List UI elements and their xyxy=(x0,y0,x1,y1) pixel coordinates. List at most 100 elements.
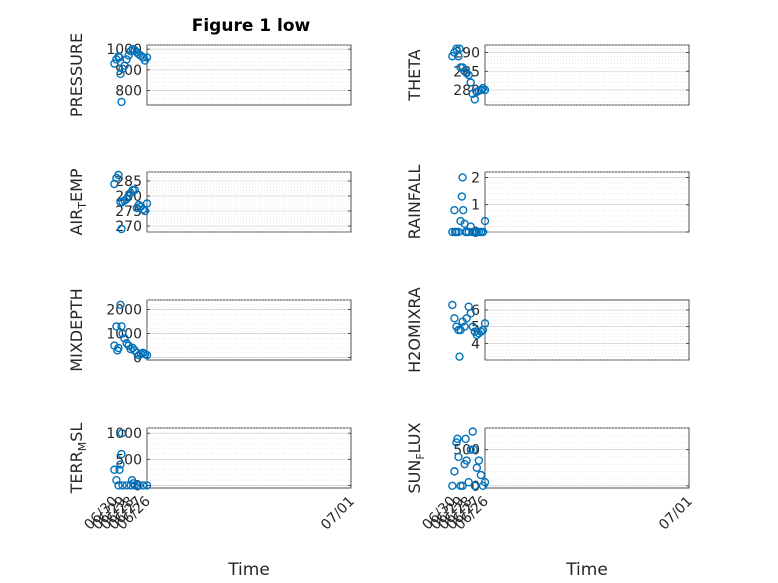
data-point xyxy=(468,89,477,98)
data-point xyxy=(460,459,469,469)
y-axis-label: PRESSURE xyxy=(67,33,86,117)
data-point xyxy=(126,481,135,490)
data-point xyxy=(474,456,484,465)
data-point xyxy=(452,438,461,447)
y-axis-label: H2OMIXRA xyxy=(405,287,424,373)
data-point xyxy=(116,69,125,79)
data-point xyxy=(122,339,131,348)
x-tick-label: 07/01 xyxy=(318,494,358,534)
data-point xyxy=(456,216,465,226)
y-tick-label: 800 xyxy=(115,84,142,100)
data-point xyxy=(448,300,457,310)
data-point xyxy=(452,322,461,331)
data-point xyxy=(448,481,457,491)
y-axis-label: THETA xyxy=(405,49,424,101)
data-point xyxy=(130,346,139,355)
data-point xyxy=(110,59,119,68)
y-tick-label: 1 xyxy=(471,198,480,214)
y-tick-label: 4 xyxy=(471,336,480,352)
data-point xyxy=(128,44,137,54)
data-point xyxy=(468,322,477,331)
y-axis-label: RAINFALL xyxy=(405,165,424,240)
y-tick-label: 0 xyxy=(471,479,480,495)
data-point xyxy=(117,224,126,234)
data-point xyxy=(472,463,482,472)
data-point xyxy=(117,429,127,438)
data-point xyxy=(455,352,464,361)
data-point xyxy=(450,205,459,215)
y-axis-label: AIRTEMP xyxy=(67,168,89,235)
data-point xyxy=(468,427,477,436)
y-tick-label: 2000 xyxy=(106,303,142,319)
axes-box xyxy=(484,427,690,489)
data-point xyxy=(459,205,468,215)
data-point xyxy=(112,55,121,64)
data-point xyxy=(115,465,124,474)
data-point xyxy=(132,203,142,213)
data-point xyxy=(110,179,119,189)
data-point xyxy=(474,329,484,338)
axes-box xyxy=(146,427,352,489)
data-point xyxy=(450,227,460,237)
data-point xyxy=(448,52,457,61)
y-tick-label: 500 xyxy=(115,452,142,468)
data-point xyxy=(476,470,486,480)
y-axis-label: SUNFLUX xyxy=(405,422,427,493)
y-tick-label: 500 xyxy=(453,443,480,459)
data-point xyxy=(114,481,123,490)
data-point xyxy=(470,327,479,336)
data-point xyxy=(112,322,121,331)
x-axis-label: Time xyxy=(227,560,270,580)
data-point xyxy=(116,460,125,469)
data-point xyxy=(464,478,473,487)
data-point xyxy=(110,341,119,350)
data-point xyxy=(117,97,126,107)
figure-title: Figure 1 low xyxy=(192,16,311,36)
data-point xyxy=(140,206,150,216)
data-point xyxy=(116,197,125,207)
data-point xyxy=(120,334,129,343)
data-point xyxy=(142,481,152,490)
data-point xyxy=(127,475,137,485)
y-tick-label: 1000 xyxy=(106,426,142,442)
data-point xyxy=(126,47,135,56)
data-point xyxy=(120,196,129,205)
data-point xyxy=(478,481,488,491)
data-point xyxy=(462,68,471,78)
x-tick-label: 07/01 xyxy=(656,494,696,534)
y-tick-label: 900 xyxy=(115,63,142,79)
data-point xyxy=(118,481,127,490)
data-point xyxy=(480,216,490,226)
y-tick-label: 6 xyxy=(471,303,480,319)
data-point xyxy=(470,95,479,104)
data-point xyxy=(464,302,473,311)
data-point xyxy=(117,449,126,459)
y-axis-label: MIXDEPTH xyxy=(67,288,86,371)
data-point xyxy=(466,78,475,87)
y-tick-label: 2 xyxy=(471,170,480,186)
data-point xyxy=(124,51,133,60)
data-point xyxy=(134,351,144,360)
axes-box xyxy=(146,44,352,106)
data-point xyxy=(450,314,459,323)
x-axis-label: Time xyxy=(565,560,608,580)
y-axis-label: TERRMSL xyxy=(67,423,89,495)
data-point xyxy=(466,445,475,454)
data-point xyxy=(122,481,131,490)
data-point xyxy=(138,481,148,490)
data-point xyxy=(136,202,146,211)
data-point xyxy=(458,173,467,182)
data-point xyxy=(448,227,457,237)
data-point xyxy=(469,445,478,454)
y-tick-label: 275 xyxy=(115,204,142,220)
y-tick-label: 270 xyxy=(115,219,142,235)
data-point xyxy=(132,348,142,357)
data-point xyxy=(453,434,462,444)
axes-box xyxy=(146,299,352,361)
data-point xyxy=(450,467,459,476)
